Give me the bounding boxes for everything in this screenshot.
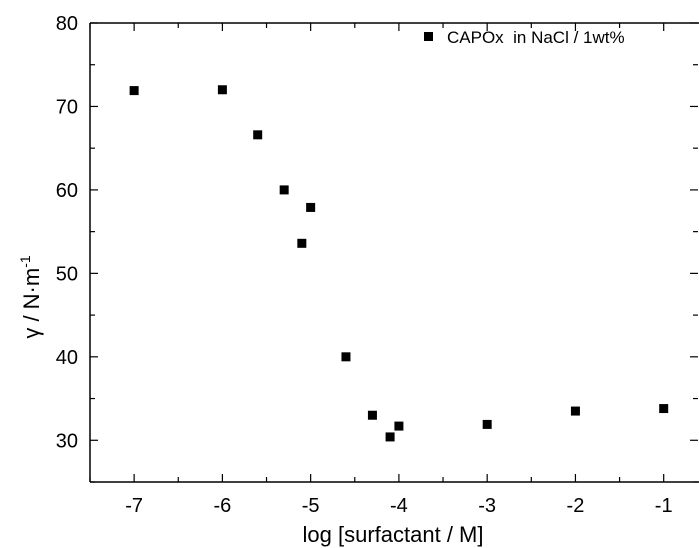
data-point	[217, 85, 227, 95]
y-axis-label-group: γ / N·m-1	[17, 255, 44, 339]
axis-ticks	[89, 22, 698, 483]
data-point	[394, 421, 404, 431]
legend-label: CAPOx in NaCl / 1wt%	[447, 28, 625, 47]
data-point	[306, 202, 316, 212]
data-points	[129, 85, 669, 442]
data-point	[659, 404, 669, 414]
x-tick-label: -5	[302, 495, 320, 517]
svg-text:γ / N·m-1: γ / N·m-1	[17, 255, 44, 339]
x-tick-label: -7	[125, 495, 143, 517]
y-tick-label: 70	[56, 96, 78, 118]
data-point	[570, 406, 580, 416]
y-tick-label: 50	[56, 263, 78, 285]
data-point	[297, 238, 307, 248]
y-axis-label: γ / N·m	[19, 268, 44, 339]
y-axis-label-exponent: -1	[17, 255, 33, 268]
data-point	[385, 432, 395, 442]
x-tick-label: -4	[390, 495, 408, 517]
data-point	[253, 130, 263, 140]
x-tick-label: -3	[478, 495, 496, 517]
data-point	[341, 352, 351, 362]
y-tick-label: 30	[56, 430, 78, 452]
x-tick-label: -1	[655, 495, 673, 517]
legend-marker	[424, 32, 433, 41]
y-tick-label: 80	[56, 13, 78, 35]
x-tick-label: -2	[567, 495, 585, 517]
data-point	[279, 185, 289, 195]
x-tick-label: -6	[213, 495, 231, 517]
data-point	[482, 419, 492, 429]
x-axis-label: log [surfactant / M]	[303, 522, 484, 547]
tick-labels: -7 -6 -5 -4 -3 -2 -1 30 40 50 60 70 80	[56, 13, 673, 517]
legend: CAPOx in NaCl / 1wt%	[424, 28, 625, 47]
data-point	[367, 410, 377, 420]
data-point	[129, 86, 139, 96]
y-tick-label: 60	[56, 180, 78, 202]
axes-frame	[89, 22, 699, 483]
y-tick-label: 40	[56, 347, 78, 369]
